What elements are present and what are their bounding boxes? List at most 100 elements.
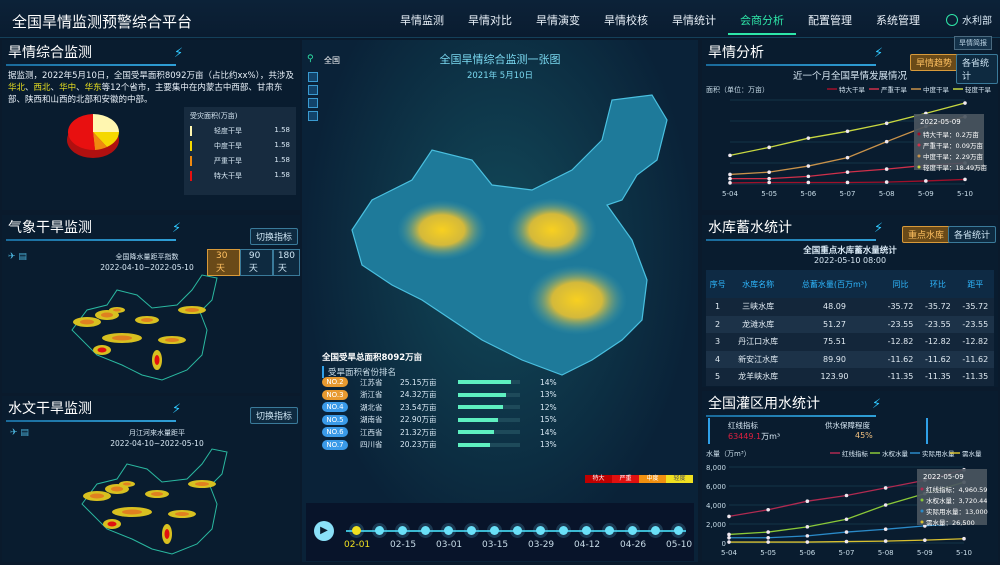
tooltip-row: 需水量：26,500 [926, 518, 975, 527]
timeline-label[interactable]: 02-15 [390, 540, 417, 550]
timeline-node[interactable] [582, 526, 591, 535]
period-180[interactable]: 180天 [272, 249, 300, 276]
nav-item[interactable]: 旱情演变 [536, 14, 580, 27]
province-area: 25.15万亩 [400, 377, 437, 387]
nav-item[interactable]: 旱情对比 [468, 14, 512, 27]
province-pct: 13% [540, 390, 557, 399]
timeline-node[interactable] [628, 526, 637, 535]
ranking-row[interactable]: NO.4 湖北省 23.54万亩 12% [322, 400, 557, 414]
timeline-node[interactable] [490, 526, 499, 535]
tab-province-stats[interactable]: 各省统计 [948, 226, 997, 243]
ranking-row[interactable]: NO.5 湖南省 22.90万亩 15% [322, 413, 557, 427]
col-header-sortable[interactable]: 总蓄水量(百万m³) [787, 270, 882, 298]
timeline-node[interactable] [421, 526, 430, 535]
timeline-node[interactable] [513, 526, 522, 535]
document-tool-icon[interactable] [308, 98, 318, 108]
data-point [963, 101, 967, 105]
play-button[interactable]: ▶ [314, 521, 334, 541]
meteo-drought-map[interactable] [62, 270, 222, 390]
timeline-node[interactable] [352, 526, 361, 535]
ranking-row[interactable]: NO.3 浙江省 24.32万亩 13% [322, 388, 557, 402]
region: 华中 [59, 83, 77, 93]
data-point [924, 179, 928, 183]
tab-province-stats[interactable]: 各省统计 [956, 54, 998, 84]
legend-label: 实际用水量 [922, 449, 955, 458]
province-pct: 12% [540, 402, 557, 412]
timeline-label[interactable]: 04-12 [574, 540, 601, 550]
ranking-row[interactable]: NO.6 江西省 21.32万亩 14% [322, 425, 557, 439]
col-header-sortable[interactable]: 同比 [881, 270, 920, 298]
rank-badge: NO.5 [322, 414, 348, 425]
tab-key-reservoirs[interactable]: 重点水库 [902, 226, 951, 243]
timeline-node[interactable] [536, 526, 545, 535]
timeline-node[interactable] [375, 526, 384, 535]
data-point [884, 139, 889, 144]
timeline-node[interactable] [674, 526, 683, 535]
layer-icons[interactable]: ✈ ▤ [10, 428, 29, 438]
timeline-node[interactable] [559, 526, 568, 535]
timeline-node[interactable] [651, 526, 660, 535]
layer-icons[interactable]: ✈ ▤ [8, 252, 27, 262]
data-point [766, 535, 770, 540]
table-row[interactable]: 1 三峡水库 48.09 -35.72 -35.72 -35.72 [706, 298, 994, 316]
timeline-node[interactable] [467, 526, 476, 535]
table-time: 2022-05-10 08:00 [813, 256, 887, 265]
edit-tool-icon[interactable] [308, 72, 318, 82]
timeline-label[interactable]: 03-29 [528, 540, 555, 550]
progress-fill [458, 392, 507, 397]
china-drought-map[interactable] [332, 90, 692, 390]
period-30[interactable]: 30天 [207, 249, 240, 276]
nav-item-active[interactable]: 会商分析 [728, 12, 796, 35]
location-label[interactable]: 全国 [324, 56, 340, 65]
drought-core [154, 355, 160, 365]
brief-button[interactable]: 旱情简报 [954, 36, 992, 50]
bolt-icon: ⚡ [172, 221, 182, 236]
total-area: 全国受旱总面积8092万亩 [322, 353, 423, 363]
timeline-label[interactable]: 04-26 [620, 540, 647, 550]
user-menu[interactable]: 水利部 [946, 12, 992, 27]
table-title: 全国重点水库蓄水量统计 [803, 246, 897, 256]
table-cell: -12.82 [881, 333, 920, 351]
timeline-node[interactable] [444, 526, 453, 535]
nav-item[interactable]: 旱情统计 [672, 14, 716, 27]
pie-slice-extreme [67, 114, 95, 151]
divider [706, 415, 876, 417]
timeline-node[interactable] [398, 526, 407, 535]
irrigation-chart: 水量（万m³） 0 2,000 4,000 6,000 8,000 5-04 5-05 5-06… [706, 449, 988, 557]
province-name: 湖北省 [360, 402, 383, 412]
switch-indicator-button[interactable]: 切换指标 [250, 407, 299, 424]
switch-indicator-button[interactable]: 切换指标 [250, 228, 299, 245]
timeline-label[interactable]: 05-10 [666, 540, 693, 550]
timeline-label[interactable]: 03-01 [436, 540, 463, 550]
period-90[interactable]: 90天 [239, 249, 273, 276]
bolt-icon: ⚡ [172, 402, 182, 417]
overview-text: 据监测，2022年5月10日，全国受旱面积8092万亩（占比约xx%），共涉及 … [8, 71, 294, 105]
ranking-row[interactable]: NO.7 四川省 20.23万亩 13% [322, 438, 557, 452]
col-header-sortable[interactable]: 环比 [919, 270, 957, 298]
export-tool-icon[interactable] [308, 85, 318, 95]
data-point [883, 503, 888, 507]
table-row[interactable]: 5 龙羊峡水库 123.90 -11.35 -11.35 -11.35 [706, 368, 994, 386]
measure-tool-icon[interactable] [308, 111, 318, 121]
tooltip-marker [917, 165, 921, 169]
table-row[interactable]: 4 新安江水库 89.90 -11.62 -11.62 -11.62 [706, 350, 994, 368]
nav-item[interactable]: 旱情校核 [604, 14, 648, 27]
timeline-label[interactable]: 02-01 [344, 540, 371, 550]
nav-item[interactable]: 系统管理 [876, 14, 920, 27]
table-cell: 1 [706, 298, 730, 316]
nav-item[interactable]: 旱情监测 [400, 14, 444, 27]
data-point [728, 172, 732, 177]
progress-bar [458, 430, 520, 434]
table-row[interactable]: 2 龙滩水库 51.27 -23.55 -23.55 -23.55 [706, 315, 994, 333]
col-header-sortable[interactable]: 距平 [956, 270, 994, 298]
timeline-node[interactable] [605, 526, 614, 535]
nav-item[interactable]: 配置管理 [808, 14, 852, 27]
ranking-row[interactable]: NO.2 江苏省 25.15万亩 14% [322, 375, 557, 389]
x-tick-label: 5-06 [799, 549, 815, 557]
data-point [728, 153, 732, 158]
hydro-drought-map[interactable] [72, 444, 232, 559]
table-row[interactable]: 3 丹江口水库 75.51 -12.82 -12.82 -12.82 [706, 333, 994, 351]
timeline-label[interactable]: 03-15 [482, 540, 509, 550]
redline-unit: 万m³ [761, 432, 781, 441]
divider [706, 239, 876, 241]
